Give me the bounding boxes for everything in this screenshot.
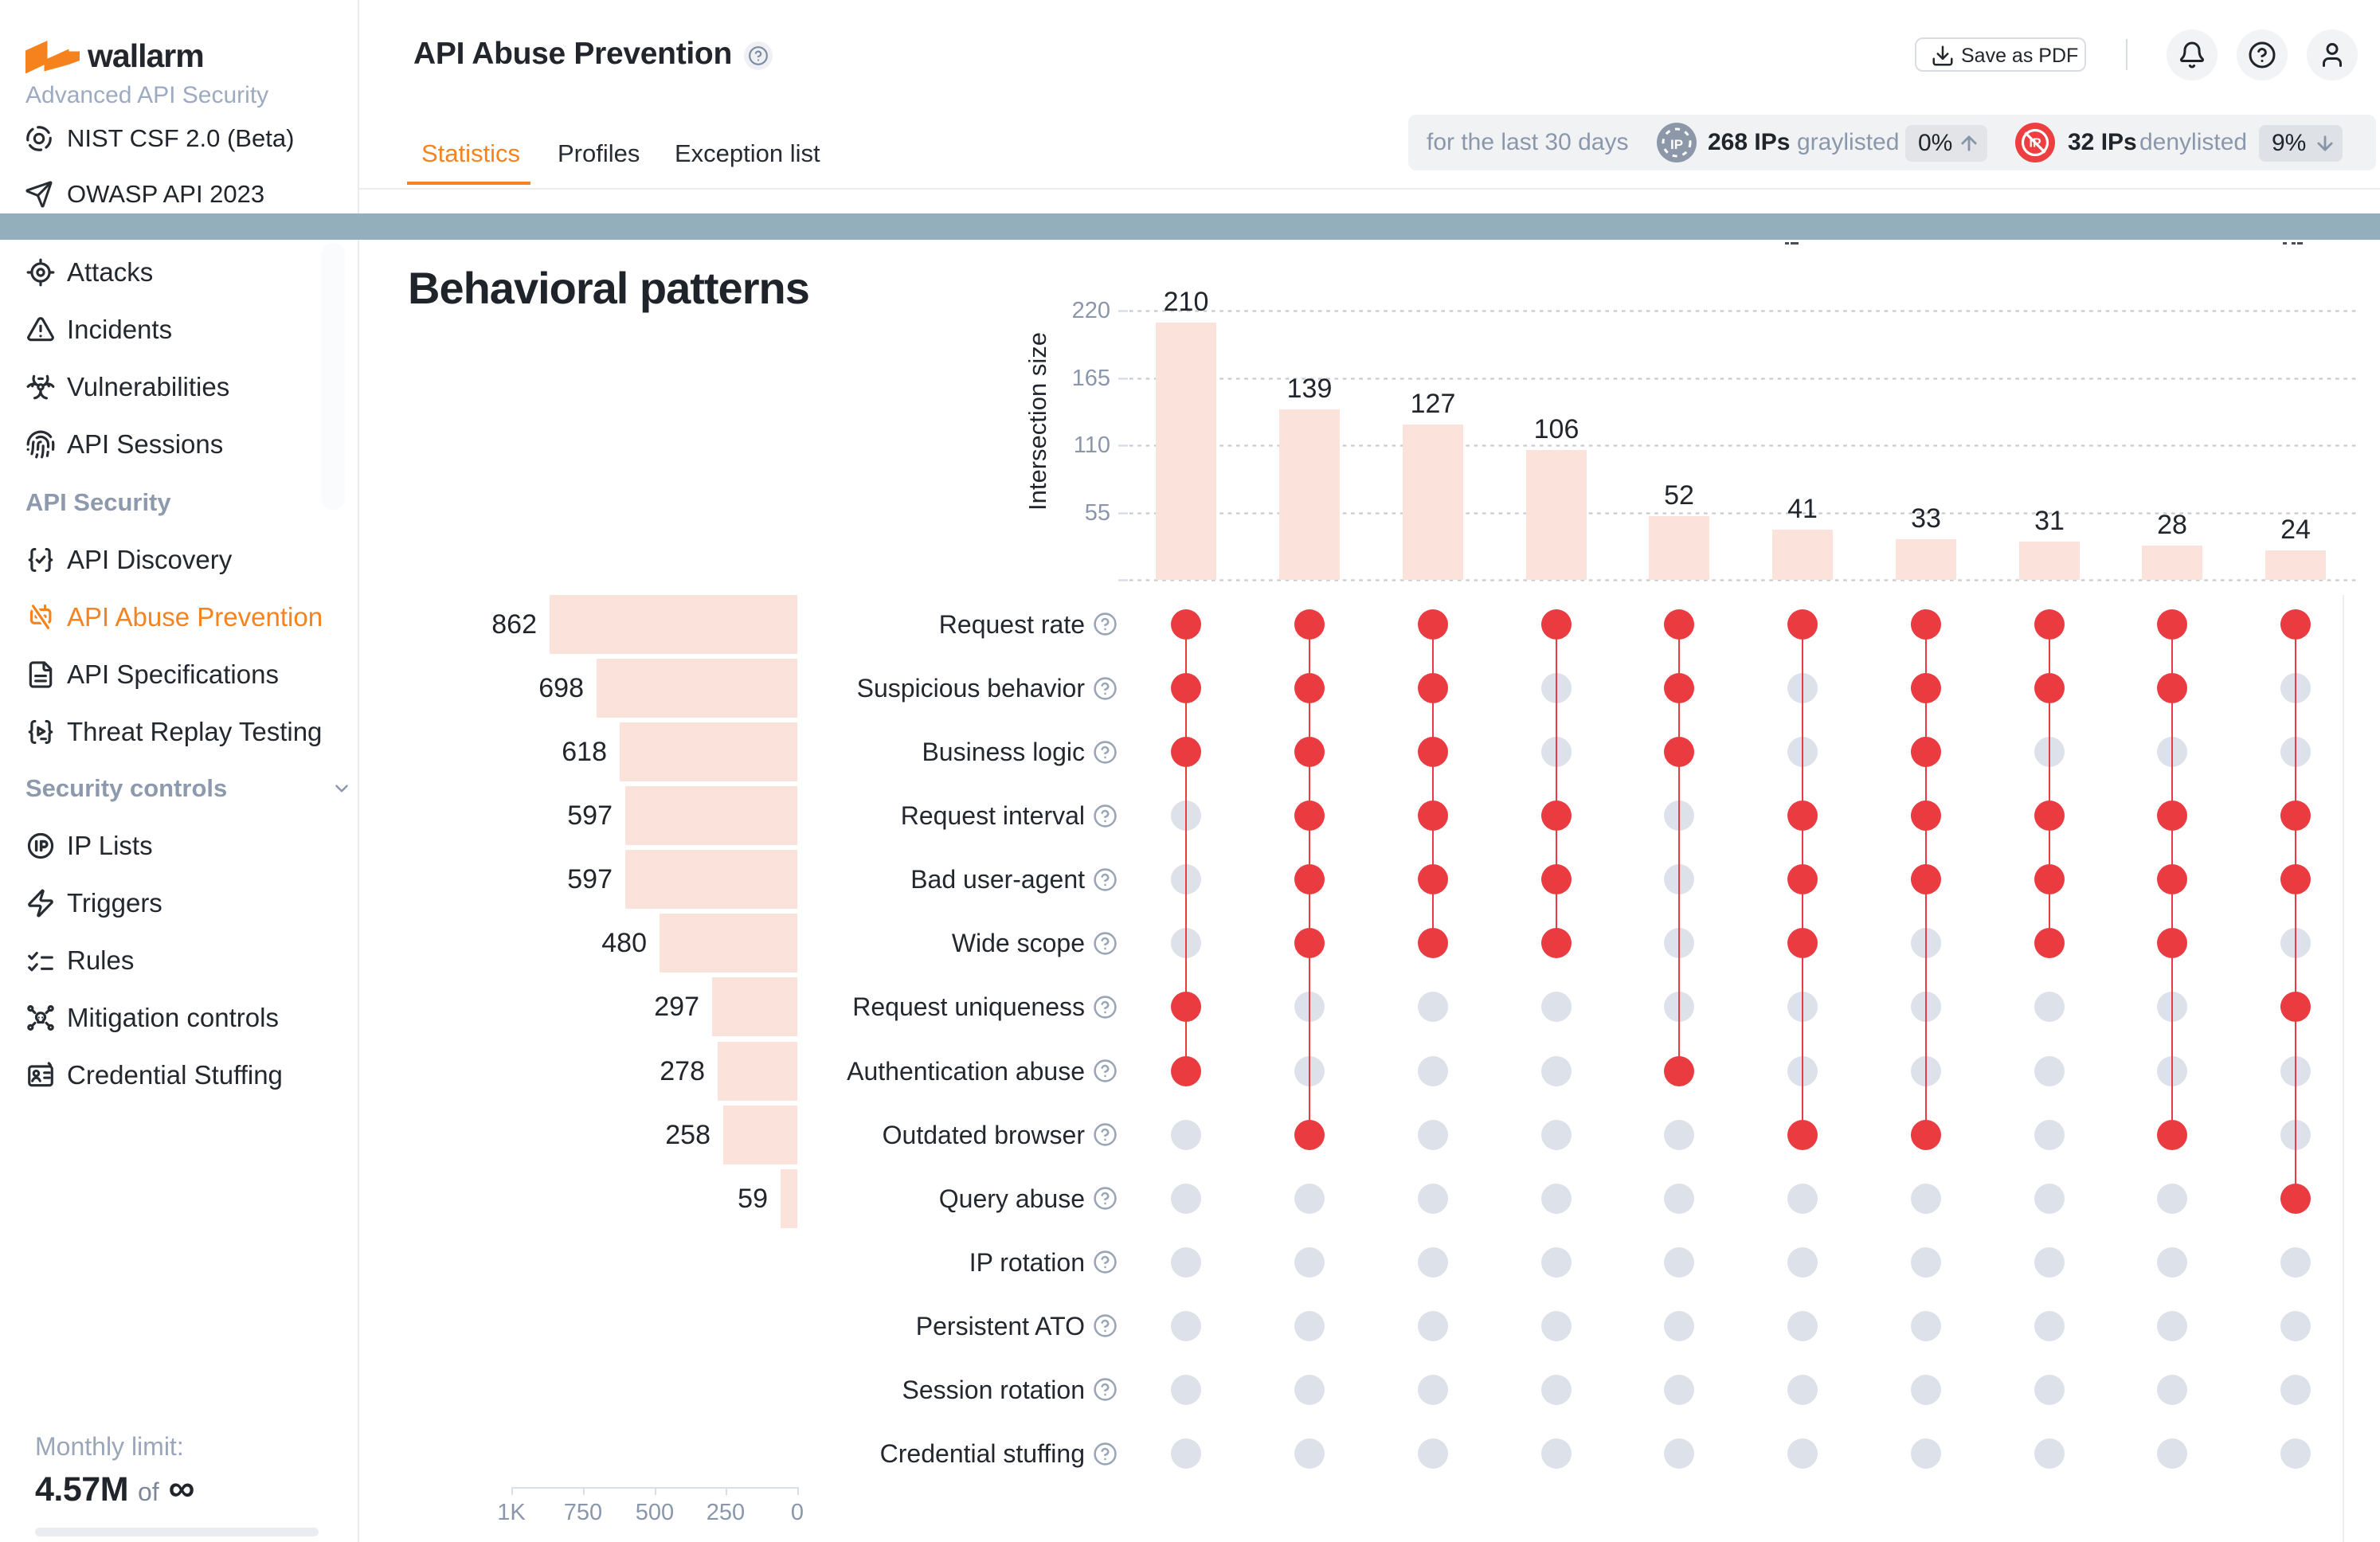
svg-text:IP: IP	[1670, 137, 1683, 152]
